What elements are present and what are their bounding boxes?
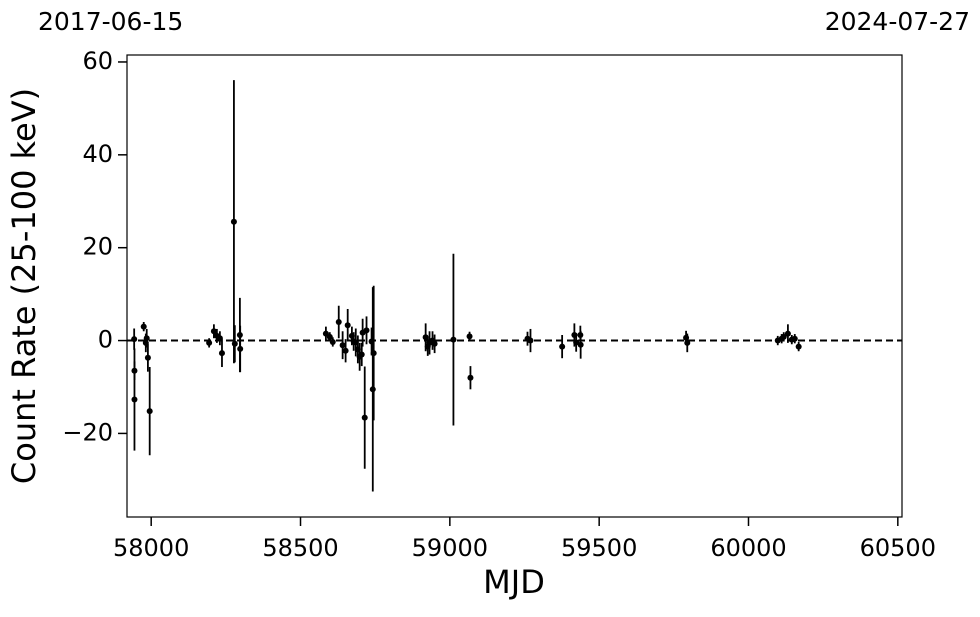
data-point	[791, 335, 798, 342]
data-point	[329, 338, 336, 345]
data-point	[131, 336, 138, 343]
data-point	[573, 339, 580, 346]
data-point	[358, 351, 365, 358]
data-point	[237, 345, 244, 352]
y-tick-label: −20	[62, 418, 113, 446]
x-tick-label: 60500	[860, 534, 936, 562]
x-tick-label: 59000	[412, 534, 488, 562]
data-point	[140, 323, 147, 330]
data-point	[206, 339, 213, 346]
data-point	[684, 339, 691, 346]
start-date-label: 2017-06-15	[38, 7, 183, 36]
data-point	[795, 343, 802, 350]
x-tick-label: 58000	[113, 534, 189, 562]
data-point	[344, 322, 351, 329]
data-point	[450, 336, 457, 343]
data-point	[784, 330, 791, 337]
data-point	[335, 318, 342, 325]
data-point	[527, 337, 534, 344]
data-point	[431, 340, 438, 347]
y-tick-label: 60	[82, 47, 113, 75]
data-point	[144, 354, 151, 361]
data-point	[370, 350, 377, 357]
data-point	[559, 343, 566, 350]
y-tick-label: 20	[82, 233, 113, 261]
data-point	[326, 333, 333, 340]
data-point	[143, 335, 150, 342]
data-point	[363, 327, 370, 334]
data-point	[230, 218, 237, 225]
data-point	[361, 414, 368, 421]
data-point	[146, 408, 153, 415]
end-date-label: 2024-07-27	[825, 7, 970, 36]
data-point	[577, 341, 584, 348]
data-point	[467, 374, 474, 381]
y-axis-label: Count Rate (25-100 keV)	[5, 88, 43, 484]
data-point	[466, 333, 473, 340]
plot-frame	[126, 54, 903, 518]
data-point	[342, 347, 349, 354]
data-point	[780, 333, 787, 340]
data-point	[683, 334, 690, 341]
x-tick-label: 58500	[262, 534, 338, 562]
x-tick-label: 60000	[710, 534, 786, 562]
data-point	[131, 396, 138, 403]
y-tick-label: 40	[82, 140, 113, 168]
data-point	[210, 328, 217, 335]
data-point	[231, 340, 238, 347]
data-point	[218, 350, 225, 357]
data-point	[339, 342, 346, 349]
y-tick-label: 0	[98, 326, 113, 354]
x-tick-label: 59500	[561, 534, 637, 562]
x-axis-label: MJD	[483, 563, 545, 601]
